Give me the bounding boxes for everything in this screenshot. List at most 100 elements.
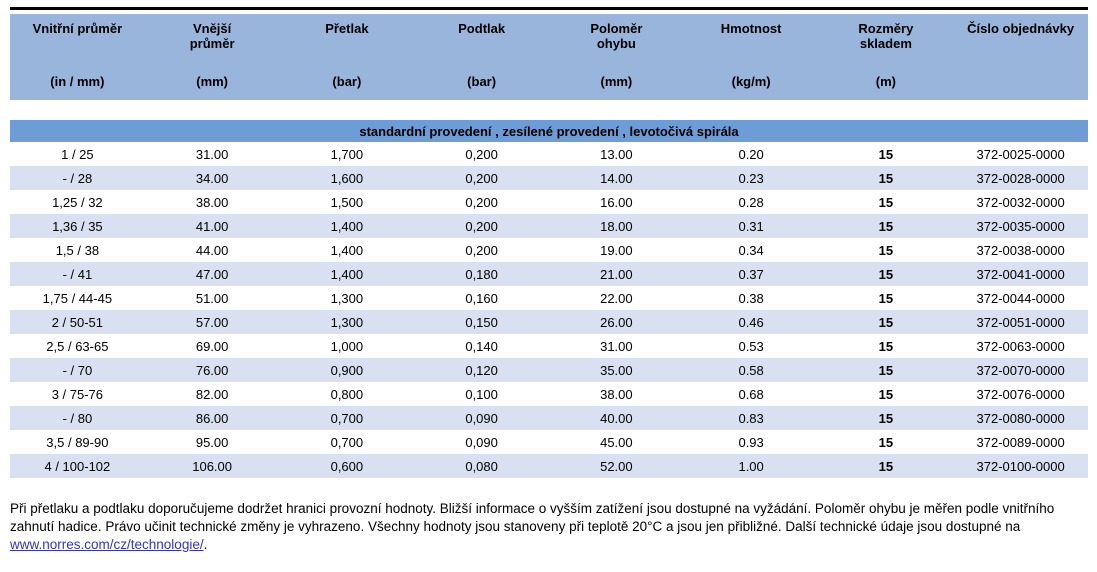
table-cell: 0,800 (330, 386, 364, 402)
table-cell: 0.46 (738, 314, 764, 330)
table-cell: 31.00 (600, 338, 633, 354)
column-header-weight: Hmotnost (kg/m) (684, 21, 819, 94)
table-row: 1 / 25 31.00 1,700 0,200 13.00 0.20 15 372-0025… (10, 142, 1088, 166)
table-cell: 14.00 (600, 170, 633, 186)
table-row: 3,5 / 89-90 95.00 0,700 0,090 45.00 0.93 15 372… (10, 430, 1088, 454)
column-name: Přetlak (325, 21, 369, 36)
table-cell: 18.00 (600, 218, 633, 234)
table-body: 1 / 25 31.00 1,700 0,200 13.00 0.20 15 372-0025… (10, 142, 1088, 478)
table-cell: 1,500 (330, 194, 364, 210)
table-cell: 82.00 (195, 386, 229, 402)
table-cell: 15 (878, 242, 894, 258)
table-cell: 0,700 (330, 434, 364, 450)
table-cell: 41.00 (195, 218, 229, 234)
table-cell: 1,400 (330, 242, 364, 258)
table-cell: 16.00 (600, 194, 633, 210)
table-row: 2 / 50-51 57.00 1,300 0,150 26.00 0.46 15 372-0… (10, 310, 1088, 334)
table-row: - / 80 86.00 0,700 0,090 40.00 0.83 15 372-0080… (10, 406, 1088, 430)
table-cell: 1.00 (738, 458, 764, 474)
column-name: Číslo objednávky (967, 21, 1075, 36)
column-name: Hmotnost (720, 21, 782, 36)
table-cell: 1 / 25 (61, 146, 94, 162)
table-cell: 0.38 (738, 290, 764, 306)
table-cell: 372-0076-0000 (976, 386, 1065, 402)
table-cell: 0,200 (465, 194, 498, 210)
table-cell: 15 (878, 146, 894, 162)
column-unit: (mm) (600, 74, 633, 89)
table-cell: 1,400 (330, 218, 364, 234)
table-cell: 13.00 (600, 146, 633, 162)
section-title: standardní provedení , zesílené proveden… (359, 123, 739, 139)
table-cell: 31.00 (195, 146, 229, 162)
table-cell: 1,36 / 35 (52, 218, 103, 234)
table-cell: 40.00 (600, 410, 633, 426)
table-cell: 26.00 (600, 314, 633, 330)
table-cell: 4 / 100-102 (44, 458, 111, 474)
table-cell: 372-0032-0000 (976, 194, 1065, 210)
table-cell: 372-0089-0000 (976, 434, 1065, 450)
column-unit: (m) (875, 74, 896, 89)
table-row: - / 28 34.00 1,600 0,200 14.00 0.23 15 372-0028… (10, 166, 1088, 190)
table-cell: - / 28 (62, 170, 93, 186)
table-cell: 19.00 (600, 242, 633, 258)
table-cell: 0.83 (738, 410, 764, 426)
table-cell: 0.53 (738, 338, 764, 354)
table-cell: 0,200 (465, 218, 498, 234)
table-cell: 38.00 (195, 194, 229, 210)
column-header-order-number: Číslo objednávky (953, 21, 1088, 94)
table-cell: 0.34 (738, 242, 764, 258)
table-cell: 0,700 (330, 410, 364, 426)
table-cell: 0,200 (465, 170, 498, 186)
table-cell: 1,000 (330, 338, 364, 354)
table-cell: 0,100 (465, 386, 498, 402)
table-cell: - / 70 (62, 362, 93, 378)
table-cell: 372-0080-0000 (976, 410, 1065, 426)
table-cell: 0.58 (738, 362, 764, 378)
table-cell: 15 (878, 290, 894, 306)
column-header-bend-radius: Poloměr ohybu (mm) (549, 21, 684, 94)
table-cell: 15 (878, 218, 894, 234)
table-row: - / 70 76.00 0,900 0,120 35.00 0.58 15 372-0070… (10, 358, 1088, 382)
table-cell: 0,900 (330, 362, 364, 378)
table-cell: 34.00 (195, 170, 229, 186)
table-cell: 1,600 (330, 170, 364, 186)
table-cell: 69.00 (195, 338, 229, 354)
table-cell: 1,25 / 32 (52, 194, 103, 210)
table-cell: 0.20 (738, 146, 764, 162)
table-row: 2,5 / 63-65 69.00 1,000 0,140 31.00 0.53 15 372… (10, 334, 1088, 358)
table-cell: 0.28 (738, 194, 764, 210)
table-cell: 15 (878, 410, 894, 426)
table-cell: 372-0070-0000 (976, 362, 1065, 378)
table-cell: 372-0041-0000 (976, 266, 1065, 282)
table-cell: 0,160 (465, 290, 498, 306)
table-cell: 372-0063-0000 (976, 338, 1065, 354)
table-cell: 86.00 (195, 410, 229, 426)
column-unit: (bar) (332, 74, 362, 89)
column-header-inner-diameter: Vnitřní průměr (in / mm) (10, 21, 145, 94)
table-cell: 0,200 (465, 242, 498, 258)
column-name: Vnitřní průměr (32, 21, 123, 36)
column-header-overpressure: Přetlak (bar) (280, 21, 415, 94)
table-cell: 0.68 (738, 386, 764, 402)
column-unit: (mm) (196, 74, 229, 89)
technology-link[interactable]: www.norres.com/cz/technologie/ (10, 537, 204, 552)
table-cell: 35.00 (600, 362, 633, 378)
table-cell: 372-0044-0000 (976, 290, 1065, 306)
column-name: Rozměry skladem (858, 21, 914, 51)
column-unit: (in / mm) (50, 74, 105, 89)
table-cell: 0.37 (738, 266, 764, 282)
section-title-band: standardní provedení , zesílené proveden… (10, 120, 1088, 142)
table-cell: 0.31 (738, 218, 764, 234)
footer-line-2: zahnutí hadice. Právo učinit technické z… (10, 519, 1021, 534)
column-header-underpressure: Podtlak (bar) (414, 21, 549, 94)
table-cell: 0,150 (465, 314, 498, 330)
table-row: 3 / 75-76 82.00 0,800 0,100 38.00 0.68 15 372-0… (10, 382, 1088, 406)
table-cell: 2,5 / 63-65 (46, 338, 109, 354)
table-cell: 0,120 (465, 362, 498, 378)
table-cell: 1,300 (330, 290, 364, 306)
column-unit: (kg/m) (731, 74, 771, 89)
table-cell: 52.00 (600, 458, 633, 474)
table-cell: 38.00 (600, 386, 633, 402)
table-cell: 15 (878, 314, 894, 330)
column-unit: (bar) (467, 74, 497, 89)
